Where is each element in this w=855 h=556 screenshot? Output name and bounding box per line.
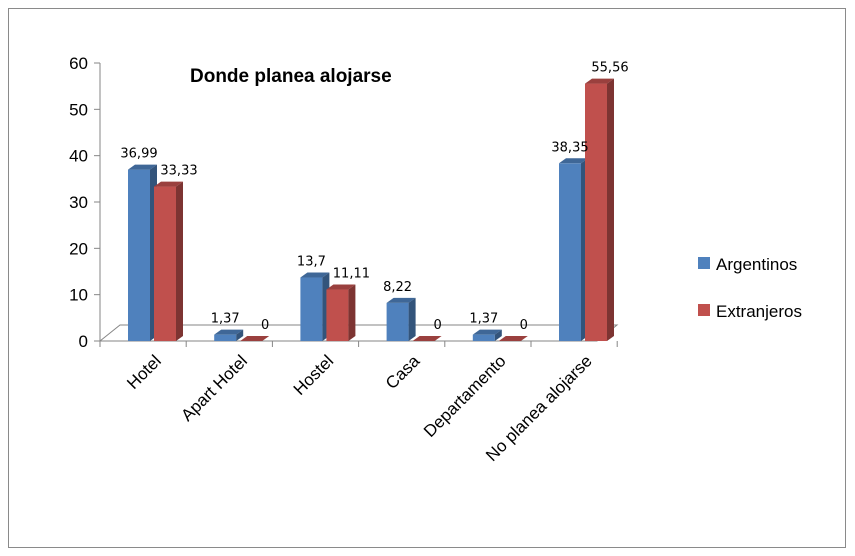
chart-title: Donde planea alojarse [190,66,392,87]
data-label: 13,7 [297,255,326,270]
data-label: 38,35 [551,140,588,155]
bar-top [300,272,330,278]
data-label: 11,11 [333,267,370,282]
data-label: 0 [433,318,441,333]
data-label: 1,37 [211,312,240,327]
bars [128,78,614,342]
bar-front [472,334,495,342]
bar-extranjeros-4 [498,336,528,342]
category-label: Hotel [123,351,164,392]
data-label: 1,37 [469,312,498,327]
y-tick-label: 40 [69,147,88,166]
bar-top [585,78,614,84]
legend-label-extranjeros: Extranjeros [716,302,802,321]
bar-argentinos-3 [386,297,416,342]
y-tick-label: 30 [69,193,88,212]
bar-side [408,297,416,341]
bar-front [326,289,349,342]
bar-side [607,78,614,342]
bar-front [128,169,150,342]
category-label: Casa [382,351,424,393]
bar-extranjeros-0 [154,181,183,342]
bar-top [498,336,528,341]
bar-side [176,181,183,341]
bar-extranjeros-3 [412,336,442,342]
data-label: 0 [520,318,528,333]
bar-side [348,284,356,341]
bar-argentinos-5 [559,158,588,342]
data-label: 55,56 [591,61,628,76]
y-tick-label: 50 [69,100,88,119]
bar-extranjeros-2 [326,284,356,342]
bar-top [154,181,183,187]
bar-front [300,277,323,342]
category-label: Apart Hotel [177,351,251,425]
bar-argentinos-0 [128,164,157,342]
bar-top [128,164,157,170]
bar-top [472,329,502,335]
bar-top [386,297,416,303]
bar-side [236,329,244,341]
bar-argentinos-2 [300,272,330,342]
legend-swatch-extranjeros [698,304,710,316]
data-label: 8,22 [383,280,412,295]
bar-extranjeros-5 [585,78,614,342]
bar-front [585,83,607,342]
y-tick-label: 60 [69,54,88,73]
bar-top [214,329,244,335]
category-labels: Hotel Apart Hotel Hostel CasaDepartamentoNo… [123,351,595,465]
legend-swatch-argentinos [698,257,710,269]
bar-top [412,336,442,341]
bar-argentinos-4 [472,329,502,342]
bar-top [240,336,270,341]
y-tick-label: 20 [69,239,88,258]
bar-argentinos-1 [214,329,244,342]
data-label: 0 [261,318,269,333]
bar-front [386,302,409,342]
data-label: 33,33 [160,164,197,179]
legend-label-argentinos: Argentinos [716,255,797,274]
bar-extranjeros-1 [240,336,270,342]
bar-front [214,334,237,342]
bar-top [326,284,356,290]
bar-side [494,329,502,341]
bar-front [559,163,581,342]
category-label: Hostel [290,351,338,399]
y-tick-label: 10 [69,286,88,305]
data-label: 36,99 [120,147,157,162]
category-label: Departamento [420,351,510,441]
y-tick-label: 0 [79,332,88,351]
bar-top [559,158,588,164]
legend: Argentinos Extranjeros [698,255,802,321]
bar-front [154,186,176,342]
